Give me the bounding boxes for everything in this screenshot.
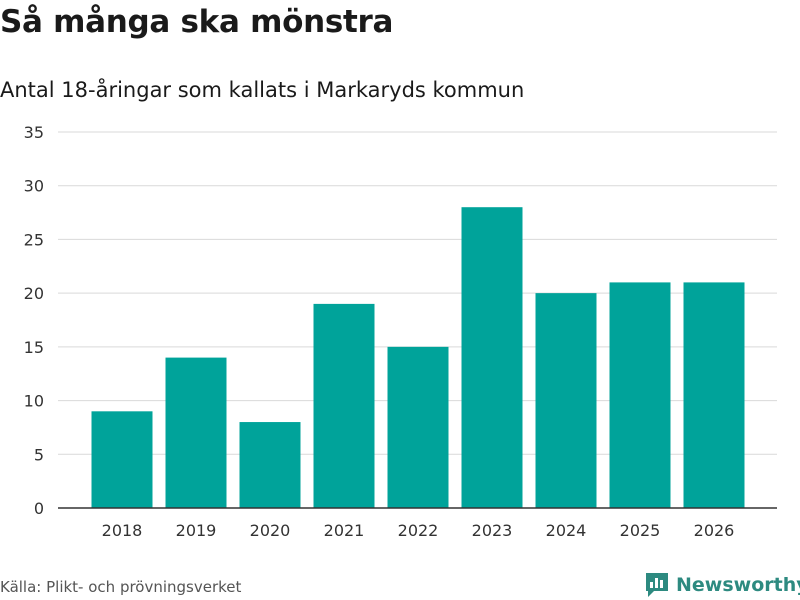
bar-2018 (91, 411, 153, 508)
x-tick-label: 2020 (250, 521, 291, 540)
brand-name: Newsworthy (676, 574, 800, 596)
y-axis-tick-labels: 0 5 10 15 20 25 30 35 (24, 123, 44, 518)
y-tick-label: 25 (24, 230, 44, 249)
x-tick-label: 2021 (324, 521, 365, 540)
y-tick-label: 30 (24, 177, 44, 196)
x-tick-label: 2018 (102, 521, 143, 540)
x-tick-label: 2026 (694, 521, 735, 540)
x-axis-tick-labels: 2018 2019 2020 2021 2022 2023 2024 2025 2026 (102, 521, 735, 540)
x-tick-label: 2024 (546, 521, 587, 540)
x-tick-label: 2022 (398, 521, 439, 540)
y-tick-label: 20 (24, 284, 44, 303)
bar-2026 (683, 282, 745, 508)
y-tick-label: 35 (24, 123, 44, 142)
chart-title: Så många ska mönstra (0, 4, 394, 40)
source-note: Källa: Plikt- och prövningsverket (0, 578, 242, 596)
bar-2023 (461, 207, 523, 508)
bar-2025 (609, 282, 671, 508)
x-tick-label: 2025 (620, 521, 661, 540)
bar-2022 (387, 346, 449, 508)
y-tick-label: 0 (34, 499, 44, 518)
bar-2024 (535, 293, 597, 508)
bar-2021 (313, 303, 375, 508)
bar-2019 (165, 357, 227, 508)
x-tick-label: 2023 (472, 521, 513, 540)
y-tick-label: 10 (24, 392, 44, 411)
chart-subtitle: Antal 18-åringar som kallats i Markaryds… (0, 78, 525, 102)
bars (91, 207, 745, 508)
bar-2020 (239, 422, 301, 508)
newsworthy-logo-icon (646, 573, 668, 597)
y-tick-label: 5 (34, 445, 44, 464)
brand-logo: Newsworthy (644, 570, 800, 600)
y-tick-label: 15 (24, 338, 44, 357)
x-tick-label: 2019 (176, 521, 217, 540)
